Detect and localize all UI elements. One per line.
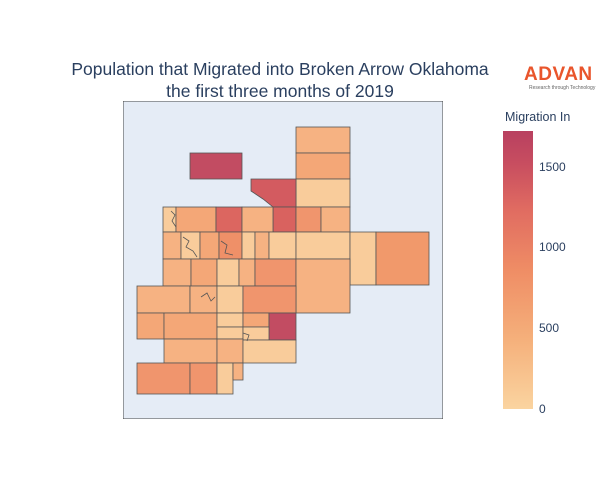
boundary-line [200, 292, 216, 302]
region[interactable] [349, 231, 377, 286]
chart-title: Population that Migrated into Broken Arr… [0, 58, 560, 102]
region[interactable] [272, 206, 297, 233]
region[interactable] [242, 339, 297, 364]
colorbar-tick-label: 500 [539, 321, 560, 336]
region[interactable] [216, 362, 234, 395]
region[interactable] [162, 231, 182, 260]
region[interactable] [242, 285, 297, 314]
region[interactable] [242, 312, 270, 328]
region[interactable] [241, 231, 256, 260]
region[interactable] [254, 258, 297, 287]
region[interactable] [268, 312, 297, 341]
region[interactable] [216, 285, 244, 314]
colorbar-tick-label: 1500 [539, 159, 566, 174]
region[interactable] [241, 206, 274, 233]
choropleth-map[interactable] [123, 101, 443, 419]
region[interactable] [216, 258, 240, 287]
region[interactable] [242, 326, 270, 341]
region[interactable] [232, 362, 244, 381]
colorbar-tick-label: 0 [539, 402, 546, 416]
boundary-line [242, 332, 250, 342]
region[interactable] [268, 231, 297, 260]
region[interactable] [136, 362, 191, 395]
region[interactable] [189, 152, 243, 180]
region[interactable] [375, 231, 430, 286]
region[interactable] [216, 312, 244, 328]
title-line-1: Population that Migrated into Broken Arr… [71, 59, 489, 79]
region[interactable] [136, 285, 191, 314]
region[interactable] [199, 231, 220, 260]
region[interactable] [254, 231, 270, 260]
region[interactable] [136, 312, 165, 340]
region[interactable] [295, 178, 351, 208]
region[interactable] [216, 338, 244, 364]
region[interactable] [295, 231, 351, 260]
region[interactable] [190, 258, 218, 287]
region[interactable] [163, 312, 218, 340]
colorbar-tick-label: 1000 [539, 240, 566, 255]
region[interactable] [162, 258, 192, 287]
region[interactable] [295, 126, 351, 154]
region[interactable] [295, 206, 322, 233]
region[interactable] [320, 206, 351, 233]
region[interactable] [162, 206, 177, 233]
region[interactable] [215, 206, 243, 233]
advan-logo: ADVAN Research through Technology [524, 64, 596, 94]
region[interactable] [163, 338, 218, 364]
map-svg [123, 101, 443, 419]
boundary-line [220, 240, 234, 256]
logo-wordmark: ADVAN [524, 64, 593, 85]
logo-tagline: Research through Technology [529, 85, 596, 91]
region[interactable] [295, 258, 351, 314]
colorbar [503, 131, 533, 409]
boundary-line [182, 236, 198, 258]
title-line-2: the first three months of 2019 [166, 81, 394, 101]
region[interactable] [216, 326, 244, 340]
region[interactable] [189, 362, 218, 395]
region[interactable] [295, 152, 351, 180]
region[interactable] [175, 206, 217, 233]
region[interactable] [180, 231, 201, 260]
boundary-line [170, 210, 177, 228]
colorbar-title: Migration In [505, 110, 571, 124]
region[interactable] [238, 258, 256, 287]
region[interactable] [218, 231, 243, 260]
